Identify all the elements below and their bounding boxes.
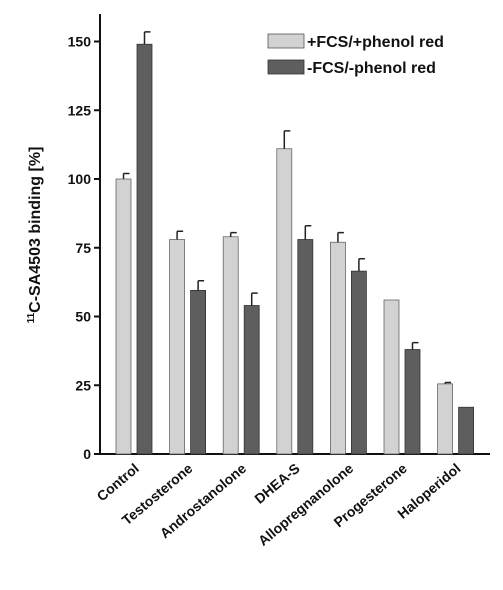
legend-swatch-series-2: [267, 59, 305, 75]
legend: +FCS/+phenol red -FCS/-phenol red: [267, 33, 444, 77]
bar-series-1: [115, 178, 132, 455]
bar-series-2: [458, 406, 475, 455]
y-tick-label: 0: [83, 446, 91, 462]
y-tick-label: 25: [75, 377, 91, 393]
bar-series-2: [136, 43, 153, 455]
bar-series-1: [169, 239, 186, 455]
y-tick-label: 100: [68, 171, 92, 187]
y-axis-title: 11C-SA4503 binding [%]: [26, 147, 44, 324]
y-tick-label: 125: [68, 102, 92, 118]
legend-swatch-series-1: [267, 33, 305, 49]
x-category-label: Control: [94, 460, 142, 504]
bar-series-1: [222, 236, 239, 455]
bar-series-2: [350, 270, 367, 455]
y-tick-label: 150: [68, 34, 92, 50]
legend-label-series-1: +FCS/+phenol red: [307, 34, 444, 51]
bar-series-2: [243, 305, 260, 455]
legend-label-series-2: -FCS/-phenol red: [307, 60, 436, 77]
bar-series-1: [276, 148, 293, 455]
y-axis-title-superscript: 11: [26, 312, 37, 323]
bar-series-1: [437, 383, 454, 455]
x-category-label: DHEA-S: [251, 460, 302, 507]
x-category-label: Allopregnanolone: [255, 460, 357, 549]
bar-series-2: [404, 349, 421, 455]
y-tick-label: 50: [75, 309, 91, 325]
bar-series-2: [190, 289, 207, 455]
bar-series-2: [297, 239, 314, 455]
bar-series-1: [329, 241, 346, 455]
y-axis-title-main: C-SA4503 binding [%]: [27, 147, 44, 313]
y-tick-label: 75: [75, 240, 91, 256]
y-ticks: 0 25 50 75 100 125 150: [68, 34, 100, 462]
bars: [115, 31, 475, 455]
bar-series-1: [383, 299, 400, 455]
